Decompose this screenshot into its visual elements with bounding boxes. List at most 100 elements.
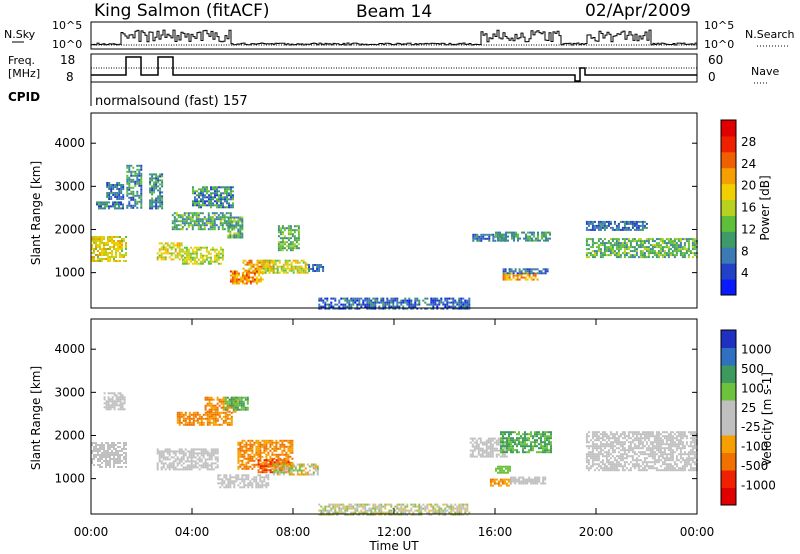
velocity-cell [204, 452, 207, 455]
velocity-cell [304, 467, 307, 470]
velocity-cell [107, 398, 110, 401]
power-cell [245, 276, 248, 279]
velocity-cell [99, 454, 101, 456]
velocity-cell [653, 435, 656, 438]
velocity-cell [487, 453, 490, 456]
power-cell [229, 218, 232, 221]
velocity-cell [291, 439, 294, 442]
velocity-cell [182, 468, 185, 471]
velocity-cell [495, 478, 498, 481]
power-cell [637, 244, 640, 247]
nave-tick-top: 60 [708, 53, 723, 67]
velocity-cell [255, 441, 258, 444]
velocity-cell [267, 441, 270, 444]
velocity-cell [121, 450, 123, 452]
velocity-cell [300, 463, 303, 466]
velocity-cell [645, 435, 648, 438]
power-cell [113, 240, 115, 242]
velocity-cell [607, 453, 610, 456]
velocity-cell [507, 480, 510, 483]
velocity-cell [593, 459, 596, 462]
power-cell [665, 252, 668, 255]
power-cell [217, 228, 220, 231]
velocity-cell [216, 408, 219, 411]
power-cell [286, 267, 289, 270]
power-cell [605, 246, 608, 249]
power-cell [114, 184, 117, 186]
velocity-cell [518, 433, 520, 436]
power-cell [113, 258, 115, 260]
power-cell [213, 228, 216, 231]
velocity-cell [593, 439, 596, 442]
velocity-cell [107, 448, 109, 450]
power-cell [655, 244, 658, 247]
power-cell [653, 246, 656, 249]
power-cell [173, 226, 176, 229]
power-cell [157, 185, 160, 188]
power-cell [641, 224, 644, 227]
velocity-cell [168, 468, 171, 471]
power-cell [352, 303, 355, 306]
velocity-cell [300, 469, 303, 472]
velocity-cell [477, 445, 480, 448]
power-cell [302, 271, 305, 274]
sky-right-tick-bottom: 10^0 [704, 38, 734, 51]
power-cell [257, 274, 260, 277]
power-cell [414, 299, 417, 302]
velocity-cell [485, 453, 488, 456]
power-cell [287, 227, 290, 230]
power-cell [348, 301, 351, 304]
velocity-cell [180, 456, 183, 459]
velocity-cell [499, 465, 501, 468]
power-cell [222, 186, 224, 189]
velocity-cell [479, 447, 482, 450]
velocity-cell [214, 466, 217, 469]
velocity-cell [281, 459, 284, 462]
velocity-cell [508, 437, 510, 440]
velocity-cell [643, 433, 646, 436]
power-cell [627, 256, 630, 259]
velocity-cell [255, 478, 258, 481]
velocity-cell [655, 461, 658, 464]
velocity-cell [200, 450, 203, 453]
power-cell [250, 267, 253, 270]
power-cell [212, 188, 214, 191]
power-cell [101, 240, 103, 242]
power-cell [462, 307, 465, 310]
power-cell [181, 218, 184, 221]
velocity-cell [273, 441, 276, 444]
power-cell [505, 233, 507, 236]
power-cell [138, 196, 141, 199]
power-cell [185, 250, 188, 253]
velocity-cell [210, 398, 213, 401]
velocity-cell [156, 452, 159, 455]
velocity-cell [493, 480, 496, 483]
power-cell [617, 250, 620, 253]
power-cell [258, 265, 261, 268]
power-cell [177, 220, 180, 223]
power-cell [412, 303, 415, 306]
velocity-cell [239, 443, 242, 446]
velocity-cell [101, 466, 103, 468]
velocity-cell [298, 473, 301, 476]
velocity-cell [528, 451, 530, 454]
power-cell [372, 303, 375, 306]
velocity-cell [158, 456, 161, 459]
velocity-cell [208, 396, 211, 399]
velocity-cell [239, 486, 242, 489]
velocity-cell [522, 439, 524, 442]
power-cell [153, 181, 156, 184]
velocity-cell [269, 465, 272, 468]
power-cell [298, 269, 301, 272]
velocity-cell [619, 433, 622, 436]
power-cell [384, 307, 387, 310]
power-cell [520, 272, 523, 275]
velocity-cell [649, 433, 652, 436]
velocity-cell [121, 394, 124, 397]
velocity-cell [499, 455, 502, 458]
power-cell [639, 246, 642, 249]
power-cell [338, 301, 341, 304]
power-cell [197, 222, 200, 225]
power-cell [223, 220, 226, 223]
power-cell [635, 222, 638, 225]
